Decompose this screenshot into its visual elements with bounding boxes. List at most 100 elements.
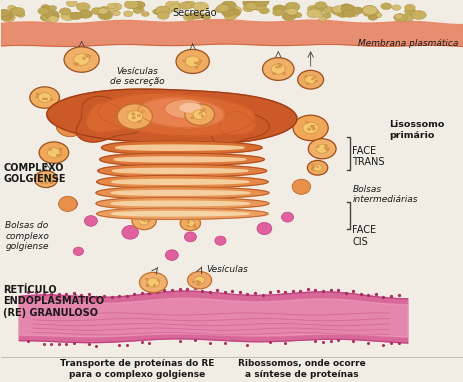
Ellipse shape bbox=[313, 166, 314, 167]
Ellipse shape bbox=[132, 213, 156, 229]
Ellipse shape bbox=[367, 15, 376, 20]
Ellipse shape bbox=[311, 125, 314, 128]
Ellipse shape bbox=[404, 4, 414, 11]
Polygon shape bbox=[113, 168, 247, 173]
Ellipse shape bbox=[348, 10, 358, 17]
Ellipse shape bbox=[311, 169, 313, 170]
Ellipse shape bbox=[179, 2, 191, 10]
Ellipse shape bbox=[59, 151, 62, 152]
Ellipse shape bbox=[180, 216, 200, 230]
Ellipse shape bbox=[165, 250, 178, 261]
Ellipse shape bbox=[180, 216, 200, 231]
Ellipse shape bbox=[147, 220, 149, 222]
Ellipse shape bbox=[130, 3, 140, 9]
Ellipse shape bbox=[184, 232, 196, 242]
Ellipse shape bbox=[193, 110, 206, 120]
Ellipse shape bbox=[200, 110, 203, 112]
Ellipse shape bbox=[380, 3, 391, 10]
Ellipse shape bbox=[138, 217, 149, 225]
Ellipse shape bbox=[292, 179, 310, 194]
Ellipse shape bbox=[282, 12, 295, 21]
Polygon shape bbox=[112, 212, 248, 216]
Ellipse shape bbox=[332, 6, 344, 13]
Ellipse shape bbox=[201, 15, 210, 20]
Polygon shape bbox=[96, 197, 269, 210]
Ellipse shape bbox=[196, 13, 205, 18]
Ellipse shape bbox=[304, 76, 306, 77]
Ellipse shape bbox=[312, 128, 315, 130]
Text: Lisossomo
primário: Lisossomo primário bbox=[388, 120, 444, 139]
Text: Bolsas
intermediárias: Bolsas intermediárias bbox=[351, 185, 417, 204]
Ellipse shape bbox=[74, 54, 89, 65]
Ellipse shape bbox=[362, 6, 376, 15]
Text: Membrana plasmática: Membrana plasmática bbox=[357, 39, 458, 48]
Ellipse shape bbox=[194, 276, 205, 284]
Ellipse shape bbox=[188, 220, 189, 222]
Ellipse shape bbox=[164, 99, 206, 118]
Ellipse shape bbox=[219, 4, 228, 10]
Ellipse shape bbox=[192, 281, 194, 283]
Ellipse shape bbox=[41, 175, 51, 183]
Ellipse shape bbox=[321, 13, 330, 19]
Ellipse shape bbox=[141, 110, 144, 112]
Ellipse shape bbox=[59, 154, 62, 156]
Ellipse shape bbox=[283, 11, 295, 18]
Ellipse shape bbox=[227, 6, 241, 15]
Ellipse shape bbox=[146, 284, 149, 286]
Ellipse shape bbox=[134, 2, 145, 8]
Ellipse shape bbox=[322, 6, 334, 13]
Ellipse shape bbox=[98, 10, 113, 20]
Ellipse shape bbox=[185, 220, 194, 227]
Ellipse shape bbox=[313, 77, 315, 78]
Ellipse shape bbox=[306, 83, 308, 84]
Ellipse shape bbox=[169, 4, 181, 11]
Ellipse shape bbox=[124, 0, 138, 9]
Ellipse shape bbox=[38, 8, 49, 15]
Ellipse shape bbox=[163, 9, 172, 14]
Ellipse shape bbox=[79, 10, 92, 18]
Ellipse shape bbox=[132, 117, 135, 119]
Ellipse shape bbox=[144, 220, 146, 222]
Ellipse shape bbox=[41, 182, 43, 183]
Ellipse shape bbox=[50, 181, 53, 183]
Ellipse shape bbox=[85, 54, 88, 57]
Polygon shape bbox=[47, 89, 296, 144]
Polygon shape bbox=[98, 164, 266, 177]
Polygon shape bbox=[0, 20, 463, 47]
Ellipse shape bbox=[0, 9, 10, 16]
Ellipse shape bbox=[194, 226, 195, 228]
Ellipse shape bbox=[88, 55, 90, 57]
Ellipse shape bbox=[342, 10, 355, 18]
Ellipse shape bbox=[184, 104, 214, 125]
Ellipse shape bbox=[98, 8, 108, 14]
Ellipse shape bbox=[270, 64, 285, 74]
Ellipse shape bbox=[132, 212, 156, 230]
Ellipse shape bbox=[324, 147, 326, 149]
Ellipse shape bbox=[201, 115, 204, 117]
Ellipse shape bbox=[305, 121, 308, 124]
Ellipse shape bbox=[127, 111, 143, 122]
Ellipse shape bbox=[340, 5, 355, 14]
Ellipse shape bbox=[191, 13, 201, 19]
Ellipse shape bbox=[242, 0, 257, 8]
Ellipse shape bbox=[76, 3, 90, 11]
Ellipse shape bbox=[224, 12, 236, 20]
Ellipse shape bbox=[49, 149, 51, 151]
Ellipse shape bbox=[275, 66, 278, 68]
Ellipse shape bbox=[193, 2, 208, 11]
Ellipse shape bbox=[307, 128, 310, 130]
Ellipse shape bbox=[40, 14, 52, 21]
Ellipse shape bbox=[313, 164, 321, 171]
Ellipse shape bbox=[316, 166, 318, 167]
Ellipse shape bbox=[146, 285, 149, 287]
Ellipse shape bbox=[351, 7, 363, 14]
Text: Vesículas: Vesículas bbox=[206, 265, 248, 274]
Text: FACE
TRANS: FACE TRANS bbox=[351, 146, 384, 167]
Text: Ribossomos, onde ocorre
a síntese de proteínas: Ribossomos, onde ocorre a síntese de pro… bbox=[237, 359, 364, 379]
Ellipse shape bbox=[44, 10, 59, 19]
Ellipse shape bbox=[362, 5, 376, 14]
Ellipse shape bbox=[84, 215, 97, 226]
Ellipse shape bbox=[314, 80, 316, 82]
Ellipse shape bbox=[149, 219, 151, 220]
Ellipse shape bbox=[48, 16, 58, 23]
